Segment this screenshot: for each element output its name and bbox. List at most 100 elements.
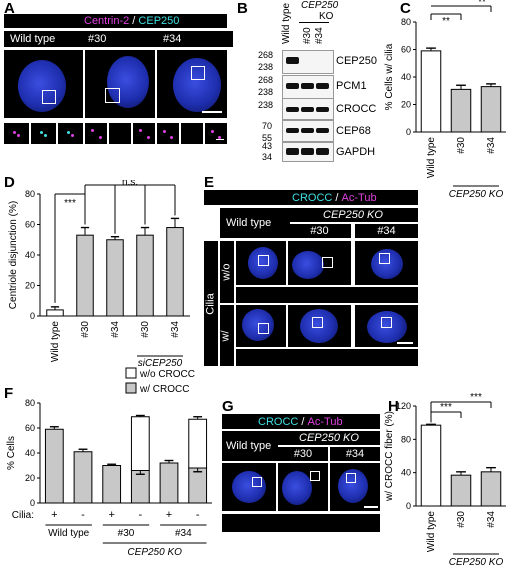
bar [106,239,124,317]
bar-w-crocc [130,470,150,504]
y-tick-label: 80 [25,398,35,408]
bar-w-crocc [44,428,64,504]
x-tick-label: #30 [80,321,91,338]
title-centrin: Centrin-2 [84,15,130,27]
group-label: CEP250 KO [449,189,504,200]
chart-f: w/o CROCC w/ CROCC 0 20 40 60 80 % Cells + - + - + - C… [6,367,212,558]
g-col-34: #34 [330,447,380,461]
legend-label: w/o CROCC [139,369,195,380]
y-tick-label: 20 [25,473,35,483]
cilia-sign: + [51,509,57,521]
group-label: #30 [118,528,135,539]
panel-label-b: B [237,0,248,17]
y-axis-label: Centriole disjunction (%) [8,201,19,309]
cilia-label: Cilia: [12,510,34,521]
y-axis-label: w/ CROCC fiber (%) [384,411,395,502]
y-tick-label: 0 [30,311,35,321]
bar-w-crocc [159,462,179,504]
bar-w-crocc [188,467,208,504]
bar [166,227,184,317]
bar [480,471,502,507]
group-label: CEP250 KO [449,557,504,568]
bar [450,474,472,507]
panel-a-title: Centrin-2 / CEP250 [4,14,227,28]
group-label: #34 [175,528,192,539]
y-tick-label: 80 [401,434,411,444]
y-tick-label: 40 [25,448,35,458]
group-label: Wild type [48,528,90,539]
x-tick-label: Wild type [50,321,61,363]
x-tick-label: #30 [456,511,467,528]
e-side-cilia: Cilia [204,241,218,366]
e-row-w: w/ [220,305,234,366]
chart-d: 0 20 40 60 80 Centriole disjunction (%) Wild t… [8,180,190,369]
panel-label-g: G [222,398,234,415]
title-sep: / [129,15,139,27]
bar [76,234,94,317]
g-ko-header: CEP250 KO [278,431,380,445]
bar [450,88,472,133]
sig-label: *** [440,402,452,413]
legend-swatch [125,367,137,379]
panel-label-d: D [4,174,15,191]
y-tick-label: 0 [406,501,411,511]
y-tick-label: 60 [25,423,35,433]
bar [136,234,154,317]
b-header: Wild type CEP250 KO #30 #34 [281,0,363,50]
bar-w-crocc [73,451,93,504]
y-tick-label: 20 [25,281,35,291]
y-tick-label: 0 [406,127,411,137]
bar-wo-crocc [188,418,208,469]
y-tick-label: 40 [401,468,411,478]
y-tick-label: 40 [25,250,35,260]
a-col-34: #34 [157,31,233,47]
title-cep250: CEP250 [138,15,180,27]
y-axis-label: % Cells w/ cilia [384,43,395,110]
cilia-sign: + [166,509,172,521]
a-image-34 [157,50,227,118]
y-axis-label: % Cells [6,436,17,470]
group-label: siCEP250 [138,358,183,369]
g-col-wt: Wild type [222,431,278,461]
panel-label-a: A [4,0,15,17]
x-tick-label: #34 [170,321,181,338]
sig-label: ** [478,0,486,8]
y-tick-label: 60 [25,220,35,230]
e-row-wo: w/o [220,241,234,303]
panel-label-c: C [400,0,411,17]
a-col-wt: Wild type [4,31,83,47]
x-tick-label: Wild type [426,137,437,179]
g-col-30: #30 [278,447,328,461]
cilia-sign: - [138,509,142,521]
a-image-wt [4,50,83,118]
panel-label-f: F [4,385,14,402]
sig-label: n.s. [122,180,138,188]
cilia-sign: + [108,509,114,521]
panel-label-e: E [204,174,215,191]
x-tick-label: Wild type [426,511,437,553]
e-ko-header: CEP250 KO [288,208,418,222]
legend-swatch [125,382,137,394]
panel-e-title: CROCC / Ac-Tub [204,190,418,205]
y-tick-label: 120 [396,401,411,411]
bar-wo-crocc [130,416,150,471]
ko-label: CEP250 KO [127,547,182,558]
y-tick-label: 80 [25,189,35,199]
b-col-wt: Wild type [281,2,292,44]
e-col-34: #34 [355,224,418,238]
y-tick-label: 40 [401,72,411,82]
bar [420,424,442,507]
legend-label: w/ CROCC [139,384,189,395]
e-col-30: #30 [288,224,351,238]
a-col-30: #30 [82,31,158,47]
bar [480,86,502,133]
b-col-ko2: KO [319,11,334,22]
panel-label-h: H [388,398,399,415]
x-tick-label: #34 [486,137,497,154]
chart-c: 0 20 40 60 80 % Cells w/ cilia Wild type #30 #34… [384,0,506,200]
bar [420,50,442,133]
sig-label: *** [470,392,482,403]
b-col-ko: CEP250 [301,0,339,11]
y-tick-label: 60 [401,45,411,55]
